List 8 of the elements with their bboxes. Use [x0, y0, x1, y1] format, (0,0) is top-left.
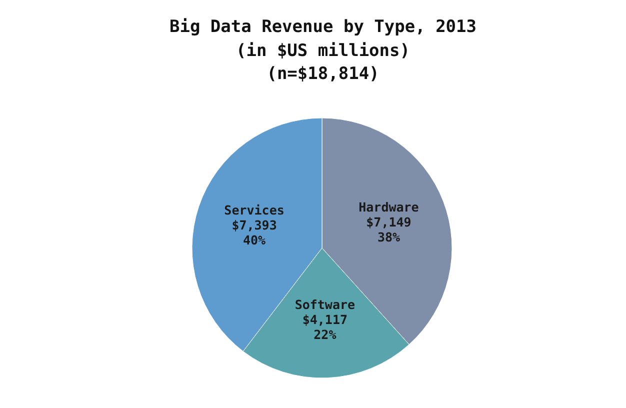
data-label: $4,117 22%: [302, 312, 348, 342]
slice-label: Hardware: [358, 200, 420, 215]
slice-label: Software: [294, 296, 356, 312]
chart-subtitle: (in $US millions) (n=$18,814): [236, 41, 410, 84]
data-label: $7,393 40%: [232, 217, 277, 248]
slice-label: Services: [224, 202, 284, 218]
chart-title: Big Data Revenue by Type, 2013: [169, 17, 477, 37]
data-label: $7,149 38%: [366, 214, 412, 245]
